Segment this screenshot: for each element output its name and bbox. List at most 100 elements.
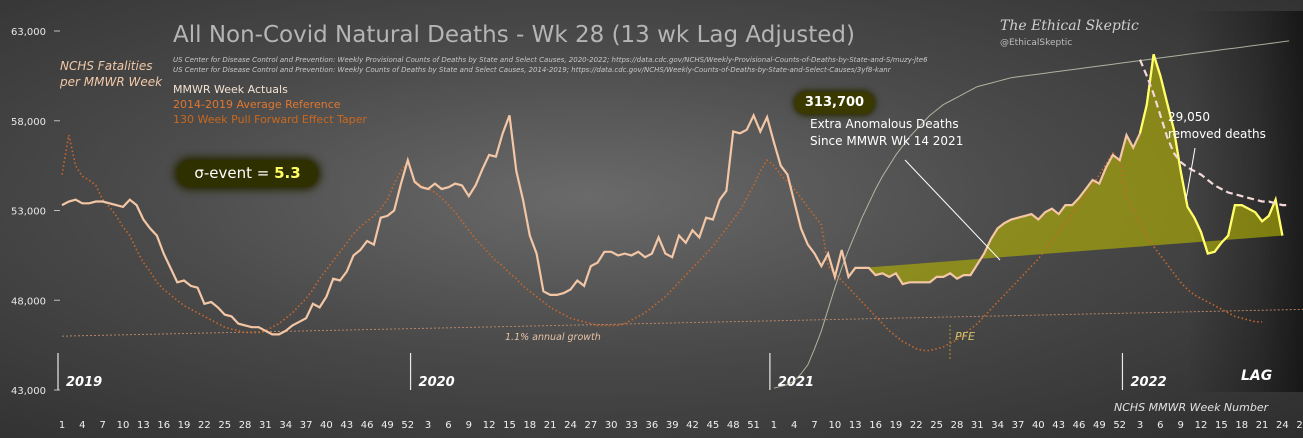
- x-tick-label: 24: [564, 420, 577, 431]
- x-tick-label: 24: [1276, 420, 1289, 431]
- x-tick-label: 34: [991, 420, 1004, 431]
- x-tick-label: 16: [869, 420, 882, 431]
- x-tick-label: 43: [1052, 420, 1065, 431]
- lag-adjusted-line: [1138, 53, 1284, 255]
- x-tick-label: 15: [503, 420, 516, 431]
- x-tick-label: 34: [279, 420, 292, 431]
- x-tick-label: 12: [483, 420, 496, 431]
- x-tick-label: 49: [1093, 420, 1106, 431]
- extra-deaths-line-2: Since MMWR Wk 14 2021: [810, 134, 964, 148]
- x-tick-label: 30: [605, 420, 618, 431]
- removed-deaths-count: 29,050: [1168, 110, 1210, 124]
- sigma-event-value: 5.3: [274, 164, 301, 182]
- x-tick-label: 19: [890, 420, 903, 431]
- legend-pfe-taper: 130 Week Pull Forward Effect Taper: [173, 113, 367, 126]
- x-tick-label: 27: [1296, 420, 1303, 431]
- pfe-label: PFE: [955, 330, 975, 343]
- x-tick-label: 18: [523, 420, 536, 431]
- x-tick-label: 33: [625, 420, 638, 431]
- y-axis-label-1: NCHS Fatalities: [60, 59, 153, 73]
- source-line-1: US Center for Disease Control and Preven…: [173, 56, 928, 64]
- legend-actuals: MMWR Week Actuals: [173, 83, 288, 96]
- x-tick-label: 43: [340, 420, 353, 431]
- y-axis-label-2: per MMWR Week: [60, 75, 163, 89]
- removed-deaths-pointer: [1185, 147, 1196, 201]
- x-tick-label: 31: [259, 420, 272, 431]
- x-tick-label: 13: [849, 420, 862, 431]
- brand-handle: @EthicalSkeptic: [1000, 38, 1073, 48]
- extra-deaths-line-1: Extra Anomalous Deaths: [810, 117, 959, 131]
- x-tick-label: 46: [1073, 420, 1086, 431]
- y-tick-label: 58,000: [11, 117, 46, 128]
- lag-label: LAG: [1241, 368, 1272, 384]
- x-tick-label: 25: [218, 420, 231, 431]
- removed-deaths-label: removed deaths: [1168, 127, 1266, 141]
- x-tick-label: 9: [466, 420, 472, 431]
- x-tick-label: 49: [381, 420, 394, 431]
- x-tick-label: 13: [137, 420, 150, 431]
- extra-deaths-value: 313,700: [795, 92, 874, 114]
- x-tick-label: 9: [1178, 420, 1184, 431]
- sigma-event-badge: σ-event = 5.3: [177, 160, 318, 187]
- x-tick-label: 27: [584, 420, 597, 431]
- source-line-2: US Center for Disease Control and Preven…: [173, 66, 891, 74]
- chart-title: All Non-Covid Natural Deaths - Wk 28 (13…: [173, 22, 856, 48]
- x-tick-label: 3: [425, 420, 431, 431]
- y-tick-label: 48,000: [11, 296, 46, 307]
- x-tick-label: 40: [1032, 420, 1045, 431]
- x-tick-label: 10: [829, 420, 842, 431]
- x-tick-label: 31: [971, 420, 984, 431]
- x-tick-label: 45: [707, 420, 720, 431]
- growth-label: 1.1% annual growth: [505, 332, 601, 343]
- x-tick-label: 52: [401, 420, 414, 431]
- x-tick-label: 4: [79, 420, 85, 431]
- sigma-event-label: σ-event =: [194, 164, 270, 182]
- x-tick-label: 18: [1235, 420, 1248, 431]
- x-tick-label: 37: [1012, 420, 1025, 431]
- x-tick-label: 21: [544, 420, 557, 431]
- x-tick-label: 7: [99, 420, 105, 431]
- y-tick-label: 43,000: [11, 386, 46, 397]
- x-tick-label: 37: [300, 420, 313, 431]
- x-tick-label: 12: [1195, 420, 1208, 431]
- x-tick-label: 48: [727, 420, 740, 431]
- x-axis-title: NCHS MMWR Week Number: [1114, 401, 1269, 414]
- y-tick-label: 53,000: [11, 207, 46, 218]
- x-tick-label: 21: [1256, 420, 1269, 431]
- lag-shade: [1187, 11, 1303, 392]
- growth-line: [61, 308, 1303, 337]
- x-tick-label: 16: [157, 420, 170, 431]
- removed-deaths-dashed-line: [1138, 59, 1290, 207]
- x-tick-label: 6: [445, 420, 451, 431]
- x-tick-label: 22: [198, 420, 211, 431]
- y-tick-label: 63,000: [11, 27, 46, 38]
- x-tick-label: 52: [1113, 420, 1126, 431]
- x-tick-label: 40: [320, 420, 333, 431]
- actuals-series-line: [61, 53, 1284, 336]
- excess-deaths-area: [862, 54, 1283, 285]
- x-tick-label: 4: [791, 420, 797, 431]
- brand-name: The Ethical Skeptic: [1000, 18, 1139, 34]
- year-label: 2020: [419, 375, 455, 390]
- year-label: 2021: [778, 375, 814, 390]
- x-tick-label: 7: [811, 420, 817, 431]
- x-tick-label: 25: [930, 420, 943, 431]
- x-tick-label: 36: [645, 420, 658, 431]
- x-tick-label: 28: [239, 420, 252, 431]
- x-tick-label: 28: [951, 420, 964, 431]
- extra-deaths-pointer: [904, 159, 1001, 261]
- x-tick-label: 6: [1157, 420, 1163, 431]
- x-tick-label: 19: [178, 420, 191, 431]
- x-tick-label: 51: [747, 420, 760, 431]
- x-tick-label: 42: [686, 420, 699, 431]
- cumulative-extra-deaths-line: [773, 40, 1290, 389]
- x-tick-label: 1: [771, 420, 777, 431]
- year-label: 2019: [66, 375, 102, 390]
- x-tick-label: 46: [361, 420, 374, 431]
- x-tick-label: 3: [1137, 420, 1143, 431]
- x-tick-label: 15: [1215, 420, 1228, 431]
- legend-reference: 2014-2019 Average Reference: [173, 98, 341, 111]
- x-tick-label: 10: [117, 420, 130, 431]
